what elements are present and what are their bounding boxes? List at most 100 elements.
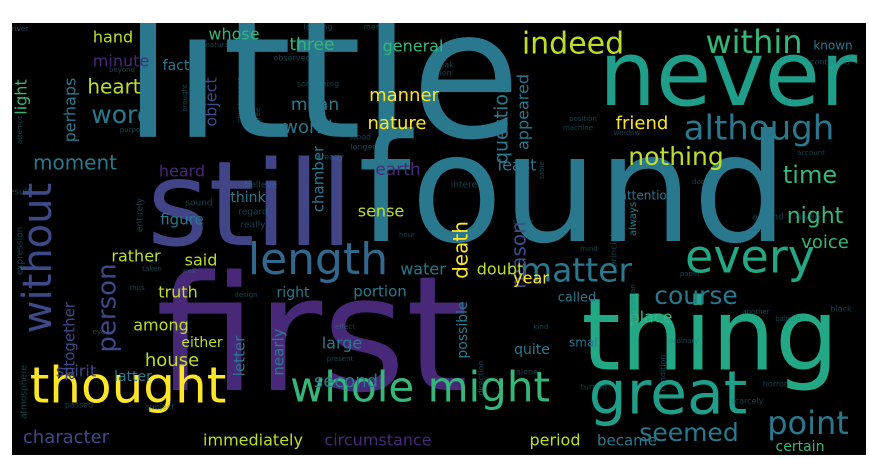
word-speak: speak xyxy=(430,61,454,70)
word-object: object xyxy=(202,77,221,126)
word-attempt: attempt xyxy=(16,116,24,144)
word-table: table xyxy=(538,161,546,179)
word-perhaps: perhaps xyxy=(61,78,80,143)
word-paper: paper xyxy=(680,270,700,278)
word-nearly: nearly xyxy=(270,328,288,375)
word-machine: machine xyxy=(563,124,593,132)
word-longer: longer xyxy=(350,143,376,152)
word-passed: passed xyxy=(65,401,93,410)
word-friend: friend xyxy=(616,113,669,134)
word-chamber: chamber xyxy=(310,145,328,212)
word-manner: manner xyxy=(369,85,439,106)
word-death: death xyxy=(449,221,473,279)
word-another: another xyxy=(742,308,769,316)
word-always: always xyxy=(628,202,639,236)
word-regard: regard xyxy=(238,208,268,218)
word-immediately: immediately xyxy=(203,431,303,450)
word-black: black xyxy=(830,305,852,314)
word-called: called xyxy=(558,291,597,306)
word-eye: eye xyxy=(93,328,106,336)
word-something: something xyxy=(297,80,339,89)
word-general: general xyxy=(383,37,444,56)
word-night: night xyxy=(787,204,844,229)
word-every: every xyxy=(685,230,815,284)
word-water: water xyxy=(400,260,446,279)
word-course: course xyxy=(654,281,738,310)
word-length: length xyxy=(248,234,388,285)
word-matter: matter xyxy=(520,251,633,290)
word-person: person xyxy=(93,263,123,352)
word-hour: hour xyxy=(399,231,415,239)
word-although: although xyxy=(684,109,835,149)
word-voice: voice xyxy=(801,232,849,253)
word-point: point xyxy=(767,404,849,442)
word-right: right xyxy=(277,285,310,301)
word-among: among xyxy=(133,316,188,335)
cloud-background xyxy=(12,23,866,455)
word-cloud: little first found still thing never great thou… xyxy=(12,23,866,455)
word-known: known xyxy=(813,39,852,53)
word-nature: nature xyxy=(368,113,427,134)
word-thought: thought xyxy=(30,357,227,415)
word-least: least xyxy=(498,156,537,175)
word-world: world xyxy=(283,117,333,138)
word-quite: quite xyxy=(514,342,550,358)
word-condition: condition xyxy=(659,355,668,392)
word-entirely: entirely xyxy=(136,197,146,232)
word-opinion: opinion xyxy=(422,69,451,78)
word-well: well xyxy=(182,267,196,275)
word-question: question xyxy=(491,82,513,164)
word-merely: merely xyxy=(363,23,391,32)
word-little: little xyxy=(123,23,520,179)
word-really: really xyxy=(241,221,267,231)
word-mean: mean xyxy=(291,95,339,115)
word-minute: minute xyxy=(93,52,149,71)
word-given: given xyxy=(796,213,821,223)
word-effect: effect xyxy=(335,323,355,331)
word-space: space xyxy=(513,218,534,226)
word-found: found xyxy=(358,103,788,277)
word-purpose: purpose xyxy=(120,126,148,134)
word-account: account xyxy=(797,149,825,157)
word-character: character xyxy=(23,427,110,448)
word-either: either xyxy=(181,335,222,351)
word-direction: direction xyxy=(477,360,486,395)
word-ordinary: ordinary xyxy=(669,337,698,345)
word-first: first xyxy=(156,241,469,428)
word-heard: heard xyxy=(159,162,205,181)
word-horror: horror xyxy=(763,380,788,389)
word-small: small xyxy=(569,336,601,350)
word-observed: observed xyxy=(273,54,310,63)
word-atmosphere: atmosphere xyxy=(20,365,30,419)
word-gentleman: gentleman xyxy=(629,284,637,322)
word-doubt: doubt xyxy=(477,260,524,279)
word-altogether: altogether xyxy=(61,301,79,380)
word-turned: turned xyxy=(581,383,607,392)
word-thing: thing xyxy=(581,276,838,393)
word-mind: mind xyxy=(580,245,598,253)
word-natural: natural xyxy=(205,41,230,49)
word-principle: principle xyxy=(610,228,620,267)
word-nothing: nothing xyxy=(628,142,723,171)
word-heart: heart xyxy=(87,75,140,99)
word-sense: sense xyxy=(358,202,405,221)
word-design: design xyxy=(234,291,257,299)
word-place: place xyxy=(629,308,672,327)
word-light: light xyxy=(12,79,31,114)
word-beyond: beyond xyxy=(109,66,135,74)
word-kind: kind xyxy=(534,323,549,331)
word-circumstance: circumstance xyxy=(324,431,431,450)
word-reason: reason xyxy=(507,221,531,289)
word-thus: thus xyxy=(129,284,145,292)
word-within: within xyxy=(705,23,802,61)
word-rather: rather xyxy=(111,247,161,266)
chart-title xyxy=(0,0,869,22)
word-balloon: balloon xyxy=(775,315,801,323)
word-river: river xyxy=(12,25,28,33)
word-figure: figure xyxy=(160,211,204,229)
word-present: present xyxy=(327,355,354,363)
word-appeared: appeared xyxy=(514,74,533,150)
word-degree: degree xyxy=(254,108,262,133)
word-indeed: indeed xyxy=(522,27,624,62)
